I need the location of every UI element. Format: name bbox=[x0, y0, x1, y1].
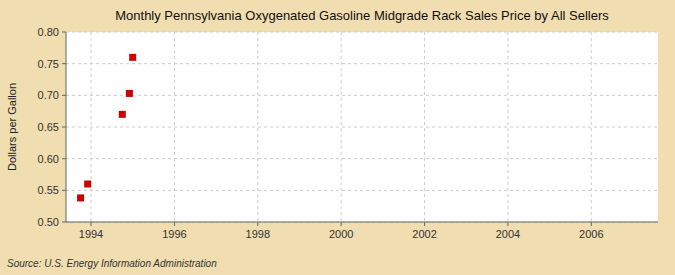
y-tick bbox=[62, 190, 66, 191]
x-tick-label: 2006 bbox=[579, 228, 603, 240]
x-tick-label: 1998 bbox=[246, 228, 270, 240]
y-tick bbox=[62, 127, 66, 128]
x-tick-label: 1994 bbox=[79, 228, 103, 240]
data-point bbox=[77, 194, 84, 201]
x-tick bbox=[341, 222, 342, 226]
x-tick-label: 2004 bbox=[496, 228, 520, 240]
x-grid-line bbox=[341, 32, 342, 222]
x-axis-line bbox=[66, 222, 658, 223]
points bbox=[77, 54, 136, 202]
x-tick bbox=[257, 222, 258, 226]
source-note: Source: U.S. Energy Information Administ… bbox=[7, 258, 217, 269]
y-grid-line bbox=[66, 190, 658, 191]
y-tick-label: 0.75 bbox=[38, 58, 59, 70]
y-tick bbox=[62, 63, 66, 64]
chart-svg: 1994 1996 1998 2000 2002 2004 2006 0.50 0.55 0.60… bbox=[0, 0, 675, 275]
y-grid-line bbox=[66, 127, 658, 128]
x-grid-line bbox=[424, 32, 425, 222]
x-tick-label: 1996 bbox=[162, 228, 186, 240]
x-tick bbox=[507, 222, 508, 226]
y-grid-line bbox=[66, 63, 658, 64]
x-tick bbox=[91, 222, 92, 226]
y-tick-label: 0.65 bbox=[38, 121, 59, 133]
y-tick bbox=[62, 32, 66, 33]
y-grid-line bbox=[66, 222, 658, 223]
x-tick bbox=[174, 222, 175, 226]
y-tick-label: 0.55 bbox=[38, 184, 59, 196]
chart-title: Monthly Pennsylvania Oxygenated Gasoline… bbox=[115, 8, 609, 23]
y-tick-label: 0.60 bbox=[38, 153, 59, 165]
data-point bbox=[119, 111, 126, 118]
x-tick bbox=[424, 222, 425, 226]
grid bbox=[66, 32, 658, 222]
plot-background bbox=[66, 32, 658, 222]
y-tick-label: 0.80 bbox=[38, 26, 59, 38]
y-grid-line bbox=[66, 95, 658, 96]
y-axis-label: Dollars per Gallon bbox=[6, 83, 18, 171]
y-tick bbox=[62, 222, 66, 223]
x-grid-line bbox=[507, 32, 508, 222]
data-point bbox=[129, 54, 136, 61]
chart-container: 1994 1996 1998 2000 2002 2004 2006 0.50 0.55 0.60… bbox=[0, 0, 675, 275]
y-tick bbox=[62, 158, 66, 159]
y-tick-label: 0.70 bbox=[38, 89, 59, 101]
background bbox=[0, 0, 675, 275]
y-tick-label: 0.50 bbox=[38, 216, 59, 228]
y-tick bbox=[62, 95, 66, 96]
y-grid-line bbox=[66, 32, 658, 33]
data-point bbox=[126, 90, 133, 97]
x-tick-label: 2000 bbox=[329, 228, 353, 240]
data-point bbox=[84, 181, 91, 188]
y-grid-line bbox=[66, 158, 658, 159]
x-tick-label: 2002 bbox=[412, 228, 436, 240]
x-tick bbox=[591, 222, 592, 226]
